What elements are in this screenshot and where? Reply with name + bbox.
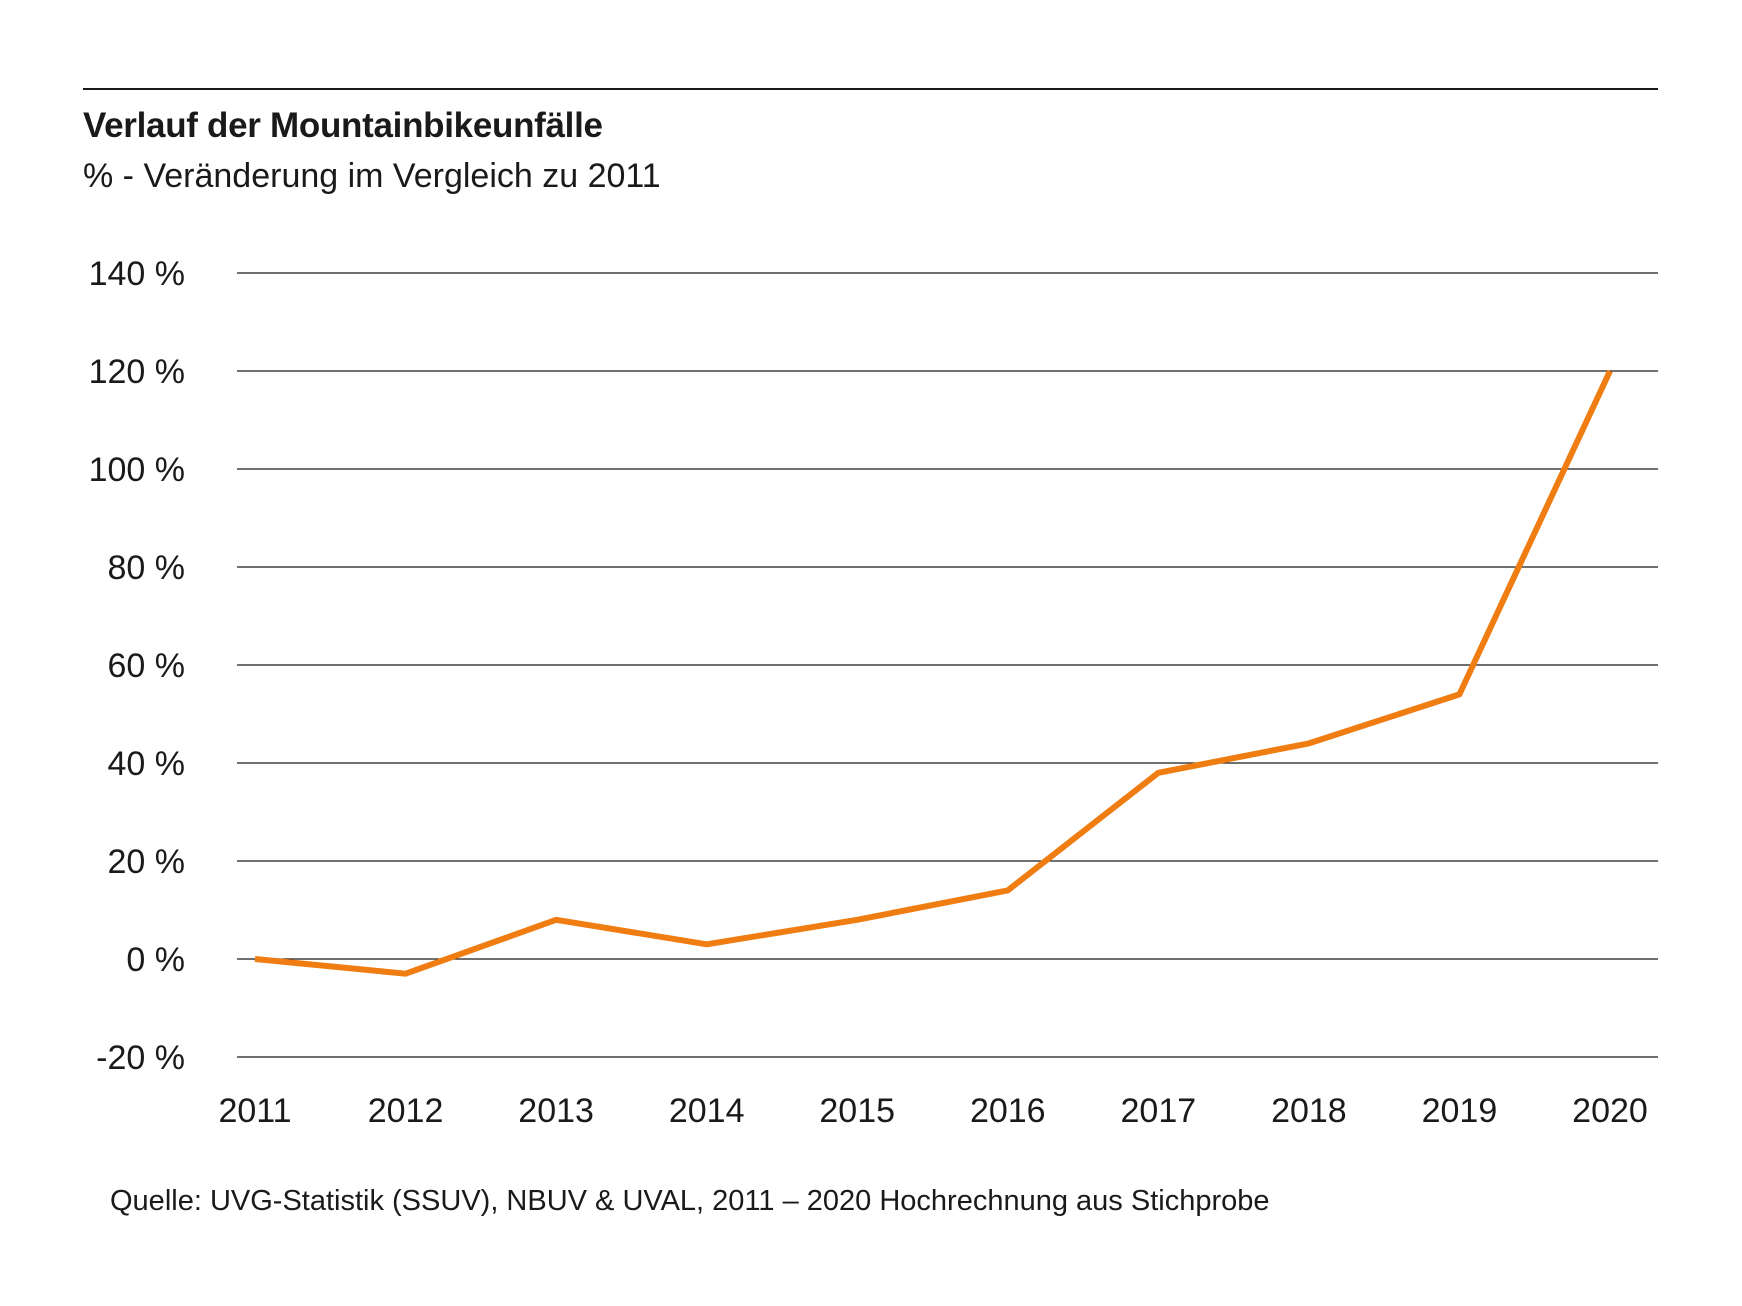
chart-title: Verlauf der Mountainbikeunfälle xyxy=(83,106,603,145)
series-line xyxy=(254,369,1613,977)
series-lines xyxy=(254,369,1613,977)
x-tick-label: 2012 xyxy=(368,1092,444,1130)
x-axis-tick-labels: 2011 2012 2013 2014 2015 2016 2017 2018 2019 2020 xyxy=(218,1092,1647,1130)
y-axis-tick-labels: 140 % 120 % 100 % 80 % 60 % 40 % 20 % 0 % -20 % xyxy=(89,255,185,1077)
y-tick-label: 0 % xyxy=(126,941,185,979)
x-tick-label: 2017 xyxy=(1121,1092,1197,1130)
x-tick-label: 2011 xyxy=(218,1092,291,1130)
y-tick-label: 100 % xyxy=(89,451,185,489)
gridlines xyxy=(237,272,1658,1058)
x-tick-label: 2019 xyxy=(1422,1092,1498,1130)
x-tick-label: 2014 xyxy=(669,1092,745,1130)
x-tick-label: 2015 xyxy=(819,1092,895,1130)
y-tick-label: 80 % xyxy=(108,549,186,587)
y-tick-label: 60 % xyxy=(108,647,186,685)
y-tick-label: -20 % xyxy=(96,1039,185,1077)
top-rule xyxy=(83,88,1658,90)
y-tick-label: 140 % xyxy=(89,255,185,293)
x-tick-label: 2013 xyxy=(518,1092,594,1130)
chart-subtitle: % - Veränderung im Vergleich zu 2011 xyxy=(83,157,661,195)
x-tick-label: 2016 xyxy=(970,1092,1046,1130)
source-note: Quelle: UVG-Statistik (SSUV), NBUV & UVA… xyxy=(110,1185,1270,1217)
y-tick-label: 40 % xyxy=(108,745,186,783)
x-tick-label: 2018 xyxy=(1271,1092,1347,1130)
y-tick-label: 120 % xyxy=(89,353,185,391)
y-tick-label: 20 % xyxy=(108,843,186,881)
x-tick-label: 2020 xyxy=(1572,1092,1648,1130)
